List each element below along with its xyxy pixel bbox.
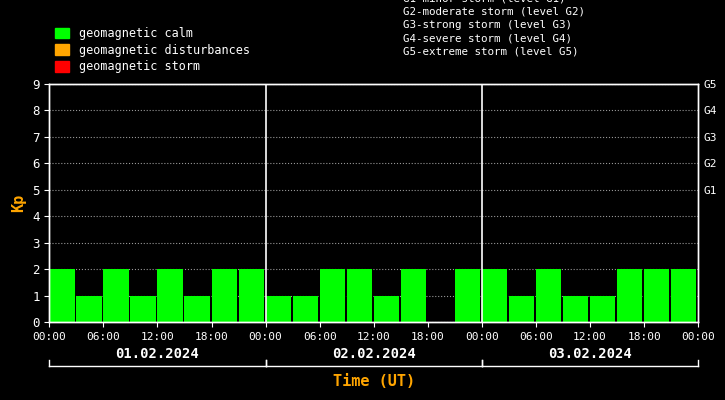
Bar <box>212 269 237 322</box>
Bar <box>130 296 156 322</box>
Bar <box>482 269 507 322</box>
Bar <box>347 269 372 322</box>
Bar <box>455 269 480 322</box>
Legend: geomagnetic calm, geomagnetic disturbances, geomagnetic storm: geomagnetic calm, geomagnetic disturbanc… <box>55 27 250 73</box>
Bar <box>644 269 669 322</box>
Bar <box>320 269 345 322</box>
Bar <box>104 269 128 322</box>
Bar <box>536 269 561 322</box>
Text: 03.02.2024: 03.02.2024 <box>548 347 632 361</box>
Y-axis label: Kp: Kp <box>12 194 27 212</box>
Bar <box>617 269 642 322</box>
Bar <box>590 296 616 322</box>
Bar <box>76 296 102 322</box>
Text: Time (UT): Time (UT) <box>333 374 415 390</box>
Bar <box>184 296 210 322</box>
Bar <box>157 269 183 322</box>
Bar <box>265 296 291 322</box>
Bar <box>239 269 264 322</box>
Bar <box>509 296 534 322</box>
Bar <box>563 296 588 322</box>
Bar <box>293 296 318 322</box>
Bar <box>401 269 426 322</box>
Bar <box>374 296 399 322</box>
Bar <box>49 269 75 322</box>
Text: 02.02.2024: 02.02.2024 <box>332 347 415 361</box>
Text: 01.02.2024: 01.02.2024 <box>115 347 199 361</box>
Text: G1-minor storm (level G1)
G2-moderate storm (level G2)
G3-strong storm (level G3: G1-minor storm (level G1) G2-moderate st… <box>403 0 585 56</box>
Bar <box>671 269 697 322</box>
